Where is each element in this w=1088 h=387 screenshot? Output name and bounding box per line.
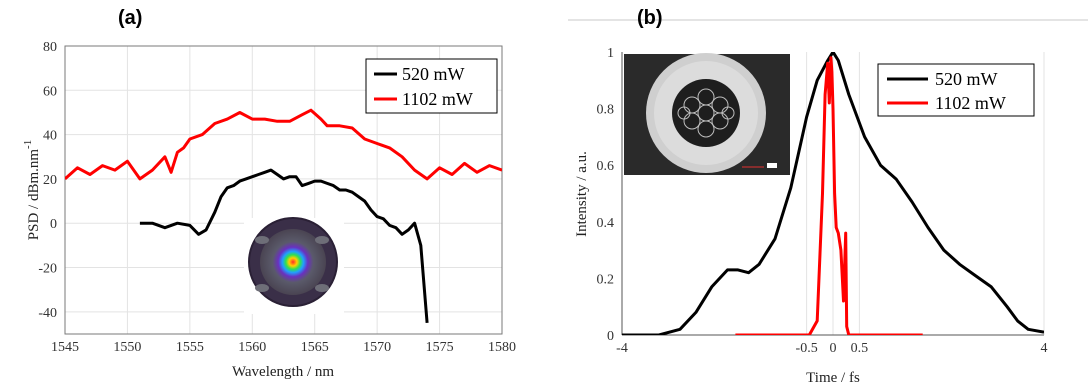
tick-label-y-a: 40	[43, 129, 57, 144]
panel-a-axes-box	[64, 45, 503, 335]
tick-label-y-b: 0.8	[597, 103, 615, 118]
tick-label-y-a: -20	[38, 262, 57, 277]
tick-label-x-b: -4	[616, 341, 628, 356]
panel-b-ticks: -4 -0.5 0 0.5 4 0 0.2 0.4 0.6 0.8 1	[597, 46, 1048, 356]
tick-label-y-b: 1	[607, 46, 614, 61]
panel-a-ylabel: PSD / dBm.nm	[26, 149, 42, 241]
tick-label-x-a: 1565	[301, 340, 329, 355]
tick-label-y-a: 60	[43, 84, 57, 99]
panel-a-xlabel: Wavelength / nm	[232, 364, 334, 380]
panel-b-series	[622, 52, 1044, 335]
tick-label-x-a: 1545	[51, 340, 79, 355]
tick-label-y-b: 0.2	[597, 272, 615, 287]
tick-label-x-a: 1575	[426, 340, 454, 355]
panel-a-label: (a)	[118, 7, 142, 29]
legend-b-1102: 1102 mW	[935, 93, 1006, 113]
series-line-a-0	[139, 168, 429, 324]
tick-label-y-a: -40	[38, 306, 57, 321]
panel-a: (a) 1545 1550 1555 1560 1565 1570 1575 1580 -40 -…	[22, 7, 516, 380]
series-line-a-1	[65, 108, 502, 181]
panel-b-xlabel: Time / fs	[806, 370, 860, 386]
panel-a-legend: 520 mW 1102 mW	[365, 58, 498, 114]
tick-label-x-a: 1570	[363, 340, 391, 355]
panel-a-series	[65, 108, 502, 324]
legend-b-520: 520 mW	[935, 69, 998, 89]
tick-label-x-a: 1555	[176, 340, 204, 355]
panel-b: (b) -4 -0.5 0 0.5 4 0 0.2 0.4 0.6 0.8 1	[574, 7, 1048, 386]
panel-b-ylabel: Intensity / a.u.	[574, 151, 590, 237]
panel-b-legend: 520 mW 1102 mW	[877, 63, 1035, 117]
tick-label-x-b: 0	[830, 341, 837, 356]
legend-a-1102: 1102 mW	[402, 89, 473, 109]
tick-label-y-b: 0.4	[597, 216, 615, 231]
tick-label-x-b: 0.5	[851, 341, 869, 356]
tick-label-y-b: 0	[607, 329, 614, 344]
svg-text:PSD / dBm.nm-1: PSD / dBm.nm-1	[22, 140, 42, 240]
beam-profile-inset	[244, 217, 344, 314]
tick-label-y-a: 80	[43, 40, 57, 55]
tick-label-x-b: 4	[1041, 341, 1048, 356]
panel-a-ticks: 1545 1550 1555 1560 1565 1570 1575 1580 -40 -20 0 2…	[38, 40, 516, 355]
legend-a-520: 520 mW	[402, 64, 465, 84]
fiber-cross-section-inset	[624, 53, 790, 175]
tick-label-y-a: 20	[43, 173, 57, 188]
tick-label-y-b: 0.6	[597, 159, 615, 174]
series-line-b-1	[735, 56, 923, 335]
tick-label-x-b: -0.5	[796, 341, 818, 356]
tick-label-x-a: 1580	[488, 340, 516, 355]
panel-b-label: (b)	[637, 7, 663, 29]
tick-label-y-a: 0	[50, 217, 57, 232]
panel-a-ylabel-sup: -1	[22, 140, 34, 149]
tick-label-x-a: 1550	[113, 340, 141, 355]
series-line-b-0	[622, 52, 1044, 335]
tick-label-x-a: 1560	[238, 340, 266, 355]
